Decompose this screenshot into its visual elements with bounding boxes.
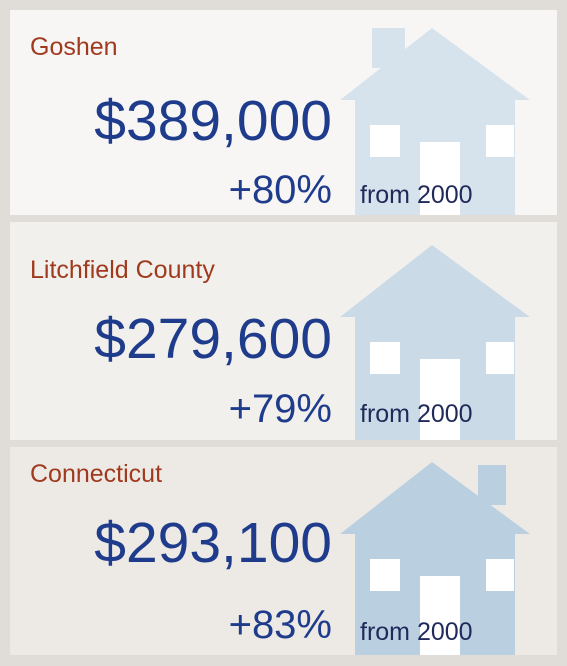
median-value: $279,600	[94, 307, 332, 371]
median-value: $293,100	[94, 511, 332, 575]
median-value: $389,000	[94, 89, 332, 153]
change: +79%	[229, 387, 332, 431]
house-icon	[340, 462, 530, 655]
place-name: Goshen	[30, 33, 118, 61]
place-name: Litchfield County	[30, 256, 215, 284]
change: +83%	[229, 603, 332, 647]
change-suffix: from 2000	[360, 400, 473, 428]
house-icon	[340, 245, 530, 440]
change-suffix: from 2000	[360, 618, 473, 646]
house-icon	[340, 28, 530, 215]
change: +80%	[229, 168, 332, 212]
change-suffix: from 2000	[360, 181, 473, 209]
place-name: Connecticut	[30, 460, 162, 488]
